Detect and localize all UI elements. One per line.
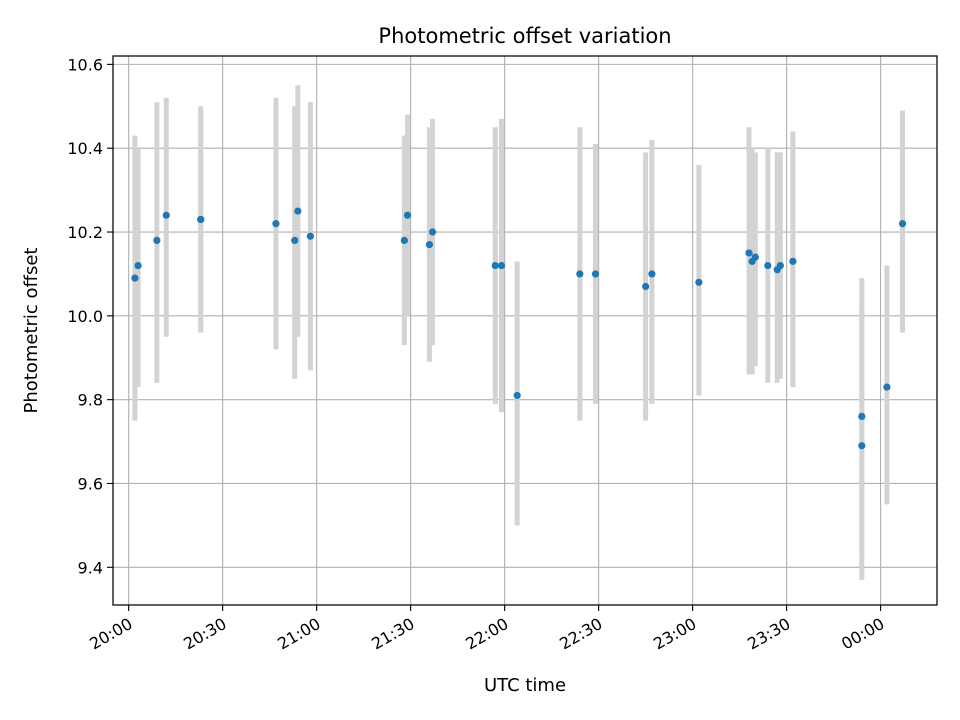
data-point [134, 261, 142, 270]
y-axis-title: Photometric offset [21, 248, 42, 414]
data-point [153, 236, 161, 244]
marker-layer [131, 207, 907, 450]
data-point [751, 253, 759, 261]
data-point [272, 220, 280, 228]
data-point [648, 270, 656, 278]
data-point [491, 261, 499, 270]
y-tick-label: 9.4 [78, 558, 103, 577]
data-point [428, 228, 437, 236]
data-point [403, 211, 412, 219]
data-point [294, 207, 302, 215]
y-tick-label: 9.6 [78, 474, 103, 493]
y-tick-label: 10.6 [67, 55, 103, 74]
data-point [745, 249, 753, 257]
data-point [291, 236, 299, 244]
grid-layer [113, 56, 937, 605]
data-point [776, 261, 784, 270]
data-point [858, 442, 866, 450]
plot-frame [112, 55, 938, 606]
data-point [858, 412, 866, 421]
y-tick-label: 10.0 [67, 307, 103, 326]
data-point [789, 257, 797, 265]
chart-title: Photometric offset variation [378, 24, 671, 48]
y-tick-label: 9.8 [78, 391, 103, 410]
data-point [197, 215, 205, 224]
data-point [306, 232, 314, 240]
data-point [162, 211, 170, 219]
data-point [642, 282, 650, 291]
y-tick-label: 10.4 [67, 139, 103, 158]
data-point [898, 220, 907, 228]
data-point [576, 270, 584, 278]
data-point [425, 240, 434, 249]
data-point [513, 391, 521, 400]
y-tick-label: 10.2 [67, 223, 103, 242]
data-point [400, 236, 408, 244]
data-point [591, 270, 600, 278]
data-point [131, 274, 139, 282]
data-point [764, 261, 772, 270]
x-axis-title: UTC time [484, 675, 566, 696]
data-point [695, 278, 703, 286]
data-point [497, 261, 506, 270]
data-point [883, 383, 891, 391]
